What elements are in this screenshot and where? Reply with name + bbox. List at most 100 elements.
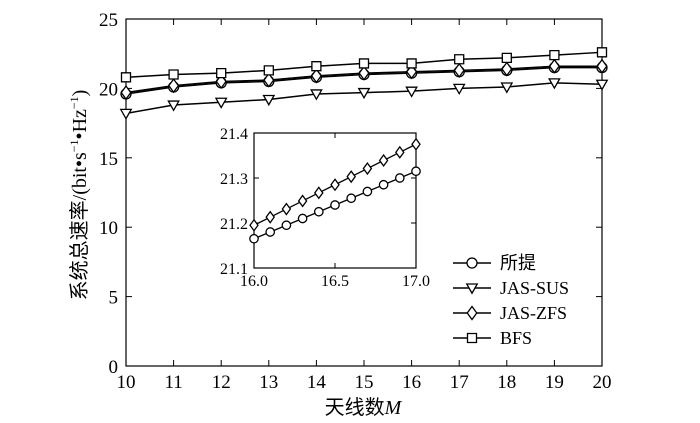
legend-label: 所提 bbox=[500, 253, 536, 273]
legend-label: BFS bbox=[500, 328, 532, 348]
legend-marker-triangle-down bbox=[465, 283, 479, 295]
legend-label: JAS-ZFS bbox=[500, 303, 567, 323]
y-axis-title-dot1: • bbox=[69, 160, 91, 167]
inset-data-point-diamond bbox=[249, 218, 259, 232]
data-point-diamond bbox=[548, 58, 560, 74]
data-point-triangle-down bbox=[595, 79, 609, 91]
data-point-square bbox=[168, 69, 179, 80]
y-tick-label: 0 bbox=[109, 357, 119, 378]
data-point-square bbox=[406, 58, 417, 69]
inset-data-point-diamond bbox=[378, 153, 389, 168]
data-point-triangle-down bbox=[357, 87, 371, 100]
x-tick-label: 11 bbox=[164, 372, 182, 393]
data-point-triangle-down bbox=[167, 100, 180, 112]
data-point-square bbox=[358, 58, 370, 69]
inset-data-point-circle bbox=[313, 206, 324, 217]
y-axis-title-sup2: −1 bbox=[67, 96, 81, 109]
inset-data-point-diamond bbox=[281, 202, 292, 216]
data-point-square bbox=[311, 61, 322, 72]
inset-plot: 16.0 16.5 17.0 21.1 21.2 21.3 21.4 bbox=[220, 126, 430, 290]
y-axis-title-dot2: • bbox=[69, 132, 91, 139]
data-point-diamond bbox=[168, 78, 180, 94]
legend-marker-circle bbox=[466, 257, 478, 269]
y-axis-title-main: 系统总速率/(bit bbox=[68, 167, 91, 301]
data-point-triangle-down bbox=[405, 86, 418, 98]
legend: 所提 JAS-SUS JAS-ZFS BFS bbox=[453, 253, 569, 348]
legend-label: JAS-SUS bbox=[500, 278, 569, 298]
data-point-square bbox=[263, 65, 274, 76]
inset-x-tick-label: 17.0 bbox=[402, 273, 430, 290]
data-point-diamond bbox=[501, 61, 513, 77]
y-axis-title: 系统总速率/(bit•s−1•Hz−1) bbox=[67, 90, 91, 301]
inset-data-point-circle bbox=[265, 227, 276, 237]
inset-data-point-circle bbox=[281, 220, 292, 231]
y-axis-title-s: s bbox=[69, 152, 91, 160]
x-tick-label: 15 bbox=[355, 372, 374, 393]
data-point-diamond bbox=[263, 72, 275, 88]
y-tick-label: 20 bbox=[99, 79, 118, 100]
x-tick-label: 20 bbox=[593, 372, 612, 393]
inset-y-tick-label: 21.1 bbox=[220, 261, 248, 278]
x-tick-label: 19 bbox=[545, 372, 564, 393]
y-axis-title-sup1: −1 bbox=[67, 139, 81, 152]
data-point-square bbox=[454, 54, 465, 65]
inset-x-tick-label: 16.5 bbox=[321, 273, 349, 290]
data-point-triangle-down bbox=[500, 82, 514, 94]
inset-data-point-circle bbox=[411, 166, 421, 177]
y-tick-label: 5 bbox=[109, 288, 119, 309]
y-tick-label: 15 bbox=[99, 149, 118, 170]
x-axis-title-var: M bbox=[384, 397, 403, 419]
data-point-triangle-down bbox=[119, 108, 133, 120]
y-tick-label: 25 bbox=[99, 10, 118, 31]
y-axis-title-end: ) bbox=[69, 90, 91, 97]
x-tick-label: 12 bbox=[212, 372, 231, 393]
x-tick-label: 16 bbox=[402, 372, 421, 393]
data-point-diamond bbox=[120, 84, 132, 101]
legend-marker-square bbox=[466, 332, 478, 344]
data-point-diamond bbox=[453, 62, 465, 78]
data-point-square bbox=[596, 47, 608, 58]
inset-y-tick-label: 21.2 bbox=[220, 216, 248, 233]
data-point-triangle-down bbox=[262, 94, 276, 107]
data-point-diamond bbox=[596, 58, 608, 74]
inset-data-point-diamond bbox=[265, 210, 275, 224]
inset-x-tick-label: 16.0 bbox=[240, 273, 268, 290]
x-tick-label: 13 bbox=[259, 372, 278, 393]
inset-data-point-circle bbox=[297, 213, 308, 224]
data-point-diamond bbox=[358, 65, 370, 81]
inset-data-point-diamond bbox=[297, 194, 308, 208]
inset-data-point-circle bbox=[394, 173, 405, 183]
inset-data-point-diamond bbox=[330, 178, 340, 192]
legend-marker-diamond bbox=[466, 305, 478, 321]
inset-y-tick-label: 21.4 bbox=[220, 126, 248, 143]
x-tick-label: 17 bbox=[450, 372, 469, 393]
inset-data-point-circle bbox=[378, 179, 389, 190]
main-plot: 10 11 12 13 14 15 16 17 18 19 20 0 5 10 15 20 25 bbox=[99, 10, 612, 393]
y-tick-label: 10 bbox=[99, 218, 118, 239]
inset-data-point-circle bbox=[362, 186, 373, 197]
data-point-square bbox=[120, 72, 132, 83]
x-tick-label: 14 bbox=[307, 372, 327, 393]
inset-data-point-diamond bbox=[346, 170, 356, 184]
inset-data-point-diamond bbox=[314, 186, 324, 200]
data-point-square bbox=[501, 52, 512, 64]
data-point-triangle-down bbox=[214, 97, 228, 109]
x-tick-label: 10 bbox=[117, 372, 136, 393]
inset-data-point-circle bbox=[249, 233, 259, 244]
inset-data-point-diamond bbox=[411, 137, 421, 151]
data-point-square bbox=[549, 49, 560, 61]
inset-data-point-diamond bbox=[395, 145, 405, 159]
inset-data-point-circle bbox=[346, 193, 357, 204]
x-axis-title-main: 天线数 bbox=[325, 396, 385, 419]
data-point-triangle-down bbox=[452, 83, 466, 95]
inset-data-point-diamond bbox=[362, 161, 373, 176]
data-point-diamond bbox=[310, 68, 322, 84]
inset-y-tick-label: 21.3 bbox=[220, 171, 248, 188]
data-point-triangle-down bbox=[310, 89, 323, 101]
data-point-triangle-down bbox=[548, 78, 561, 90]
inset-data-point-circle bbox=[330, 200, 340, 210]
x-tick-label: 18 bbox=[497, 372, 516, 393]
x-axis-title: 天线数M bbox=[325, 396, 403, 419]
data-point-square bbox=[216, 67, 227, 79]
